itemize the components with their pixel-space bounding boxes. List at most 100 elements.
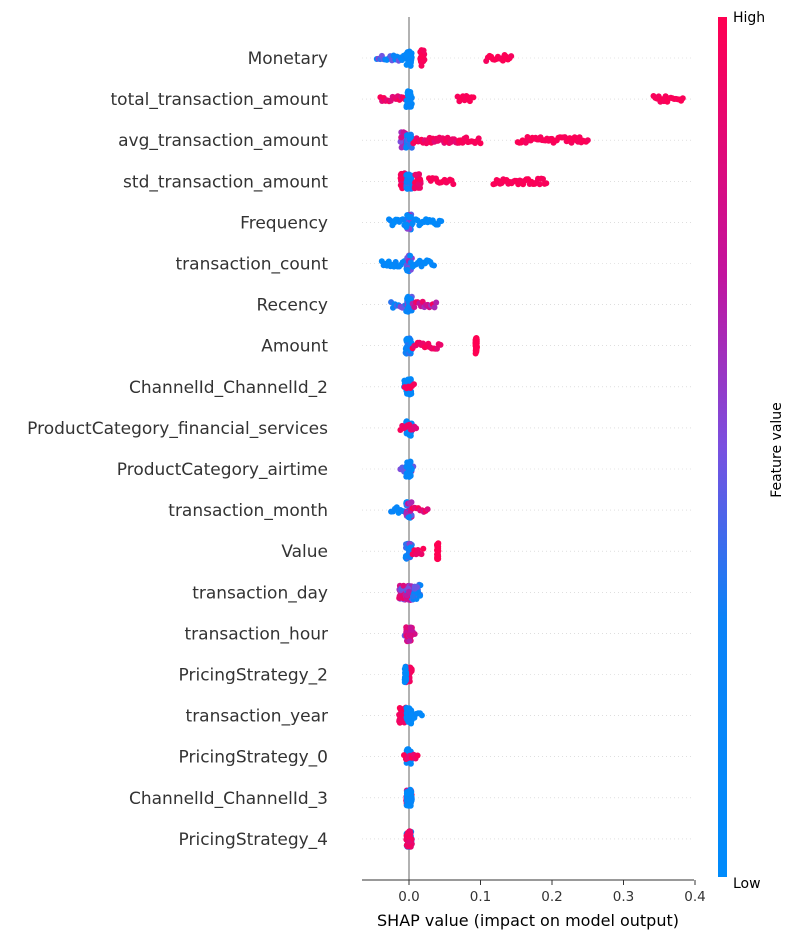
shap-point	[412, 171, 419, 178]
x-tick-label: 0.2	[541, 889, 562, 905]
shap-point	[540, 176, 546, 182]
shap-point	[499, 57, 506, 64]
shap-point	[407, 53, 414, 60]
feature-label: transaction_year	[186, 707, 328, 727]
shap-point	[431, 304, 438, 311]
feature-label: PricingStrategy_2	[179, 666, 328, 686]
feature-label: Value	[281, 542, 328, 562]
shap-point	[406, 134, 413, 141]
shap-point	[435, 541, 442, 548]
shap-point	[403, 675, 410, 682]
shap-point	[406, 421, 413, 428]
shap-point	[406, 60, 413, 67]
x-axis-label: SHAP value (impact on model output)	[377, 911, 679, 930]
feature-label: total_transaction_amount	[111, 90, 329, 110]
shap-point	[403, 714, 410, 721]
shap-point	[407, 252, 414, 259]
feature-label: Recency	[257, 296, 329, 316]
shap-point	[403, 97, 410, 104]
x-tick-label: 0.0	[398, 889, 419, 905]
shap-point	[408, 499, 415, 506]
shap-point	[403, 308, 410, 315]
shap-point	[679, 95, 686, 102]
feature-label: ChannelId_ChannelId_3	[129, 789, 328, 809]
feature-label: Amount	[261, 337, 328, 357]
feature-label: PricingStrategy_4	[179, 830, 328, 850]
shap-point	[406, 214, 413, 221]
feature-label: Frequency	[240, 213, 328, 233]
feature-label: transaction_hour	[185, 624, 328, 644]
shap-point	[404, 185, 411, 192]
shap-point	[475, 135, 482, 142]
shap-point	[403, 51, 410, 58]
shap-point	[411, 381, 417, 388]
shap-point	[473, 344, 480, 351]
colorbar-high-label: High	[733, 10, 765, 26]
shap-point	[398, 170, 405, 177]
shap-point	[406, 172, 412, 179]
feature-label: ProductCategory_airtime	[117, 460, 328, 480]
feature-label: transaction_count	[176, 255, 329, 275]
colorbar-low-label: Low	[733, 876, 761, 892]
shap-point	[450, 181, 457, 188]
shap-point	[406, 178, 413, 185]
shap-point	[405, 514, 412, 521]
colorbar	[718, 17, 727, 877]
shap-point	[418, 53, 425, 60]
shap-point	[434, 345, 440, 352]
shap-point	[398, 712, 405, 718]
shap-point	[411, 304, 418, 311]
colorbar-title: Feature value	[769, 402, 785, 498]
shap-point	[424, 506, 431, 513]
feature-label: ProductCategory_financial_services	[27, 419, 328, 439]
feature-label: avg_transaction_amount	[118, 131, 328, 151]
shap-point	[407, 665, 414, 671]
shap-point	[404, 830, 411, 837]
shap-point	[431, 262, 437, 269]
feature-label: Monetary	[248, 49, 328, 69]
x-tick-label: 0.3	[613, 889, 634, 905]
shap-point	[407, 800, 414, 807]
shap-point	[406, 459, 413, 466]
shap-point	[418, 551, 425, 558]
shap-point	[402, 553, 409, 559]
shap-point	[397, 705, 404, 712]
shap-point	[404, 266, 411, 273]
feature-label: transaction_month	[168, 501, 328, 521]
shap-point	[438, 218, 445, 225]
shap-point	[398, 134, 405, 141]
x-tick-label: 0.4	[684, 889, 705, 905]
shap-point	[406, 103, 413, 110]
shap-point	[407, 787, 414, 794]
shap-point	[403, 221, 410, 228]
shap-point	[418, 712, 425, 719]
shap-point	[415, 181, 422, 187]
shap-point	[413, 425, 420, 432]
x-axis-ticks: 0.0 0.1 0.2 0.3 0.4	[398, 880, 706, 905]
shap-point	[404, 336, 411, 343]
shap-point	[405, 464, 412, 471]
shap-point	[400, 582, 407, 589]
feature-label: PricingStrategy_0	[179, 748, 328, 768]
shap-point	[437, 341, 444, 348]
shap-point	[472, 339, 479, 346]
shap-point	[543, 180, 550, 187]
shap-point	[463, 134, 470, 141]
shap-point	[404, 294, 411, 301]
row-gridlines	[362, 57, 694, 840]
shap-point	[405, 839, 412, 846]
shap-point	[470, 94, 477, 101]
shap-point	[409, 593, 416, 600]
shap-point	[444, 134, 451, 141]
shap-point	[477, 140, 484, 147]
shap-point	[396, 718, 403, 725]
x-tick-label: 0.1	[470, 889, 491, 905]
shap-point	[406, 637, 413, 644]
beeswarm-points	[373, 47, 686, 850]
shap-point	[420, 545, 427, 552]
feature-label: ChannelId_ChannelId_2	[129, 378, 328, 398]
shap-point	[402, 663, 409, 670]
shap-point	[584, 137, 591, 144]
shap-point	[406, 632, 413, 639]
